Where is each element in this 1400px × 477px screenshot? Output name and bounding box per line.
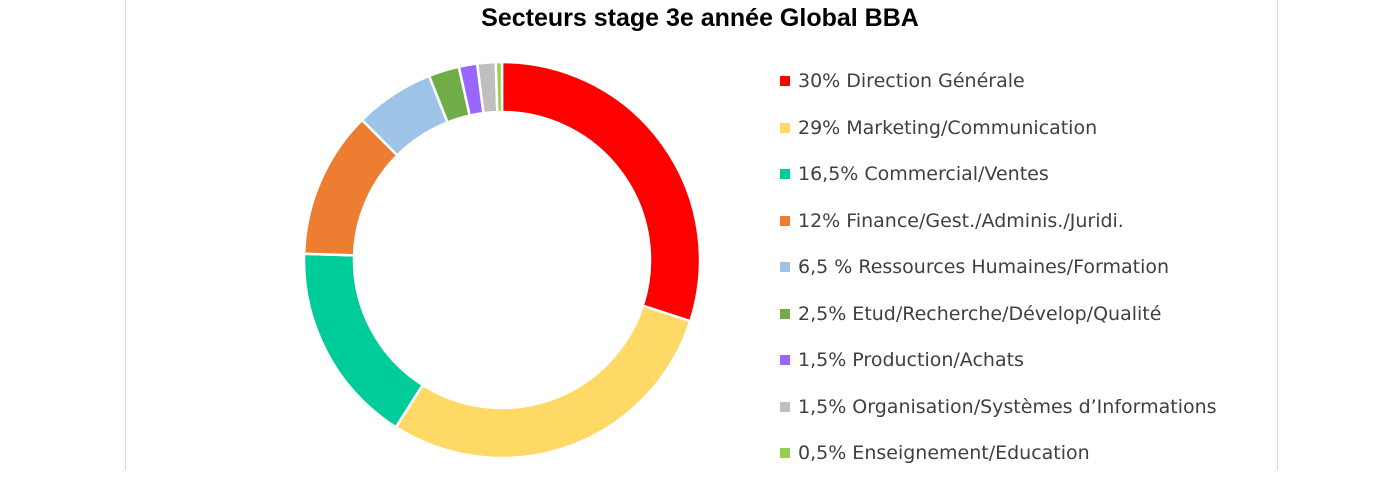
donut-slice-0	[500, 60, 702, 323]
legend-label: 1,5% Organisation/Systèmes d’Information…	[798, 395, 1217, 418]
legend-item-3: 12% Finance/Gest./Adminis./Juridi.	[780, 198, 1217, 245]
legend-swatch	[780, 355, 790, 366]
legend-item-6: 1,5% Production/Achats	[780, 337, 1217, 384]
chart-title: Secteurs stage 3e année Global BBA	[481, 4, 919, 32]
legend-item-5: 2,5% Etud/Recherche/Dévelop/Qualité	[780, 291, 1217, 338]
legend-label: 2,5% Etud/Recherche/Dévelop/Qualité	[798, 302, 1162, 325]
legend-swatch	[780, 215, 790, 226]
chart-frame	[125, 0, 1278, 470]
legend-item-4: 6,5 % Ressources Humaines/Formation	[780, 244, 1217, 291]
legend-swatch	[780, 401, 790, 412]
legend-item-7: 1,5% Organisation/Systèmes d’Information…	[780, 384, 1217, 431]
donut-slice-2	[302, 252, 425, 429]
legend-swatch	[780, 122, 790, 133]
legend-label: 30% Direction Générale	[798, 70, 1025, 93]
legend-item-8: 0,5% Enseignement/Education	[780, 430, 1217, 477]
legend-label: 6,5 % Ressources Humaines/Formation	[798, 256, 1170, 279]
legend-swatch	[780, 262, 790, 273]
legend-item-1: 29% Marketing/Communication	[780, 105, 1217, 152]
legend-label: 12% Finance/Gest./Adminis./Juridi.	[798, 209, 1124, 232]
chart-legend: 30% Direction Générale 29% Marketing/Comm…	[780, 58, 1217, 477]
legend-swatch	[780, 169, 790, 180]
legend-label: 0,5% Enseignement/Education	[798, 442, 1090, 465]
legend-label: 1,5% Production/Achats	[798, 349, 1024, 372]
legend-swatch	[780, 76, 790, 87]
legend-item-0: 30% Direction Générale	[780, 58, 1217, 105]
legend-item-2: 16,5% Commercial/Ventes	[780, 151, 1217, 198]
legend-label: 16,5% Commercial/Ventes	[798, 163, 1049, 186]
legend-swatch	[780, 448, 790, 459]
donut-slice-1	[394, 304, 692, 460]
legend-label: 29% Marketing/Communication	[798, 116, 1098, 139]
donut-slice-8	[494, 60, 504, 114]
legend-swatch	[780, 308, 790, 319]
